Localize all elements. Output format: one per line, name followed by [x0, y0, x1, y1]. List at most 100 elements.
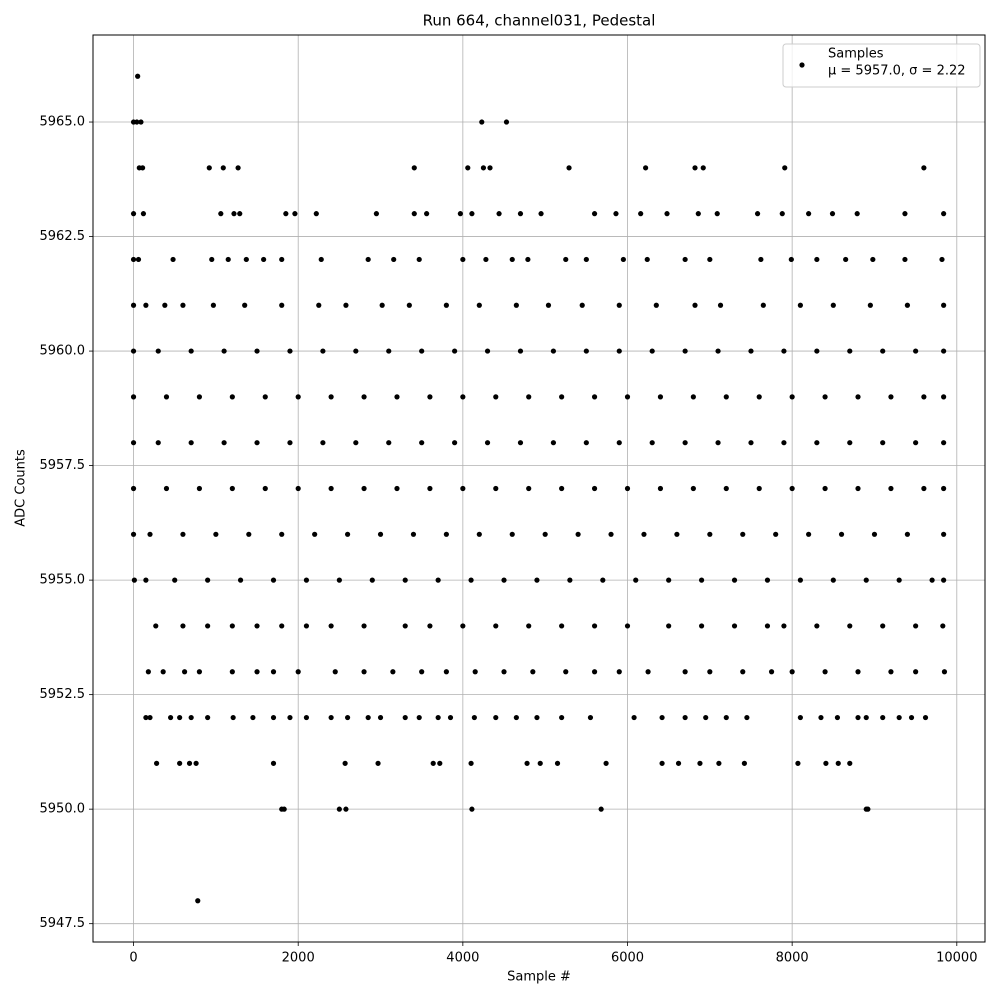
y-tick-label: 5960.0	[40, 344, 86, 359]
legend-box	[782, 43, 981, 88]
point	[913, 669, 919, 675]
point	[279, 256, 285, 263]
point	[598, 806, 604, 812]
point	[469, 211, 475, 217]
point	[262, 394, 268, 400]
point	[631, 714, 637, 721]
point	[870, 256, 876, 263]
point	[320, 348, 326, 354]
point	[822, 394, 828, 400]
point	[493, 394, 499, 400]
point	[781, 623, 787, 629]
point	[279, 302, 285, 308]
point	[287, 714, 293, 721]
point	[361, 623, 367, 629]
point	[484, 440, 491, 446]
point	[435, 714, 441, 721]
point	[822, 669, 828, 675]
point	[328, 394, 334, 400]
legend-label: Samples	[828, 47, 884, 62]
point	[465, 165, 471, 171]
x-tick-label: 2000	[282, 951, 315, 966]
point	[130, 348, 137, 354]
point	[941, 394, 947, 400]
point	[880, 440, 886, 446]
point	[929, 577, 935, 583]
point	[867, 302, 873, 308]
point	[649, 440, 655, 446]
point	[624, 623, 631, 629]
point	[188, 440, 194, 446]
plot-frame	[92, 34, 986, 943]
point	[135, 256, 142, 263]
point	[318, 256, 324, 263]
point	[332, 669, 338, 675]
point	[292, 211, 298, 217]
point	[365, 256, 371, 263]
point	[643, 165, 649, 171]
point	[160, 669, 166, 675]
point	[220, 165, 226, 171]
point	[941, 485, 947, 492]
point	[714, 211, 720, 217]
point	[666, 623, 672, 629]
point	[487, 165, 493, 171]
point	[806, 531, 812, 537]
point	[313, 211, 319, 217]
point	[460, 256, 466, 263]
point	[343, 302, 349, 308]
point	[172, 577, 178, 583]
point	[731, 577, 738, 583]
point	[921, 165, 927, 171]
point	[830, 577, 836, 583]
point	[855, 394, 861, 400]
point	[430, 760, 436, 766]
point	[270, 760, 277, 766]
point	[229, 669, 235, 675]
point	[365, 714, 371, 721]
point	[229, 485, 235, 492]
point	[468, 760, 474, 766]
point	[542, 531, 548, 537]
point	[443, 669, 449, 675]
point	[559, 394, 565, 400]
point	[336, 577, 342, 583]
point	[153, 623, 159, 629]
point	[616, 440, 622, 446]
point	[509, 531, 515, 537]
point	[741, 760, 748, 766]
point	[205, 623, 211, 629]
point	[847, 440, 853, 446]
point	[196, 485, 203, 492]
point	[221, 440, 227, 446]
point	[854, 211, 860, 217]
point	[254, 440, 260, 446]
point	[391, 256, 397, 263]
point	[483, 256, 489, 263]
point	[756, 485, 762, 492]
point	[402, 714, 408, 721]
point	[287, 348, 293, 354]
point	[707, 256, 713, 263]
point	[921, 485, 927, 492]
point	[904, 531, 911, 537]
point	[782, 165, 788, 171]
point	[419, 348, 425, 354]
point	[922, 714, 929, 721]
point	[690, 485, 696, 492]
point	[513, 302, 519, 308]
point	[904, 302, 911, 308]
point	[517, 440, 524, 446]
point	[644, 256, 650, 263]
point	[210, 302, 217, 308]
point	[205, 577, 211, 583]
point	[682, 440, 688, 446]
point	[550, 440, 557, 446]
point	[513, 714, 519, 721]
y-axis-label: ADC Counts	[14, 449, 29, 527]
point	[723, 714, 729, 721]
point	[645, 669, 651, 675]
point	[740, 669, 746, 675]
